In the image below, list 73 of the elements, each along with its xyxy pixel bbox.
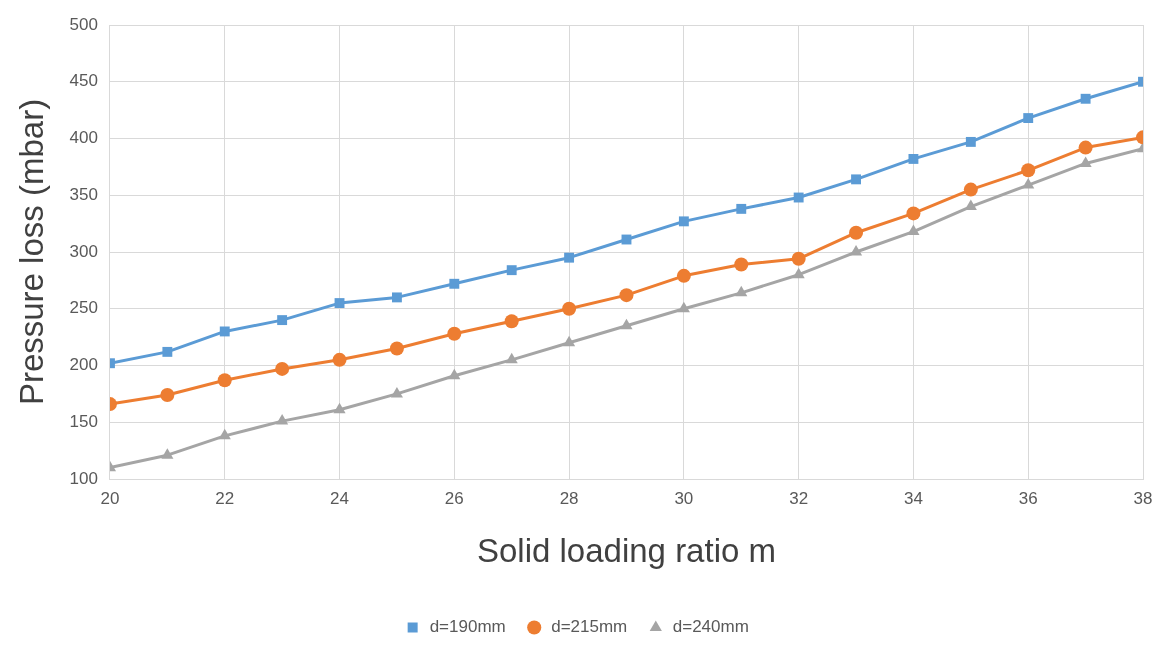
y-tick-label: 150 xyxy=(69,411,98,431)
y-axis-title: Pressure loss (mbar) xyxy=(12,98,50,406)
y-tick-label: 100 xyxy=(69,468,98,488)
point xyxy=(564,252,575,263)
point xyxy=(849,245,863,256)
x-tick-label: 34 xyxy=(903,488,923,508)
point xyxy=(965,136,976,147)
point xyxy=(334,298,345,309)
point xyxy=(217,373,232,388)
point xyxy=(1021,163,1036,178)
x-tick-label: 22 xyxy=(215,488,235,508)
x-tick-label: 32 xyxy=(789,488,809,508)
legend-label: d=215mm xyxy=(551,617,628,637)
y-tick-label: 300 xyxy=(69,241,98,261)
point xyxy=(505,352,518,364)
point xyxy=(449,278,460,289)
point xyxy=(562,301,577,316)
point xyxy=(447,326,462,341)
y-tick-label: 500 xyxy=(69,14,98,34)
point xyxy=(160,388,175,403)
point xyxy=(389,341,404,356)
point xyxy=(906,206,921,221)
point xyxy=(218,428,231,440)
x-tick-label: 26 xyxy=(444,488,464,508)
point xyxy=(619,288,634,303)
point xyxy=(563,335,576,347)
point xyxy=(162,346,173,357)
point xyxy=(908,153,919,164)
point xyxy=(793,192,804,203)
y-tick-label: 450 xyxy=(69,71,98,91)
y-tick-label: 350 xyxy=(69,184,98,204)
point xyxy=(506,265,517,276)
legend-label: d=240mm xyxy=(672,617,749,637)
point xyxy=(734,257,749,272)
point xyxy=(963,182,978,197)
point xyxy=(851,174,861,185)
point xyxy=(275,361,290,376)
x-tick-label: 20 xyxy=(100,488,120,508)
point xyxy=(849,225,864,240)
point xyxy=(504,314,519,329)
point xyxy=(219,326,230,337)
point xyxy=(161,448,174,459)
legend-label: d=190mm xyxy=(429,617,506,637)
point xyxy=(1023,113,1034,124)
x-tick-label: 28 xyxy=(559,488,579,508)
point xyxy=(1079,156,1092,167)
point xyxy=(448,368,461,380)
x-tick-label: 24 xyxy=(330,488,349,508)
x-axis-title: Solid loading ratio m xyxy=(476,532,776,570)
y-tick-label: 400 xyxy=(69,128,98,148)
y-tick-label: 200 xyxy=(69,355,98,375)
point xyxy=(677,301,690,313)
point xyxy=(1022,178,1035,189)
point xyxy=(277,315,288,326)
point xyxy=(391,292,402,303)
point xyxy=(1080,93,1091,104)
point xyxy=(276,414,289,425)
point xyxy=(736,203,747,214)
point xyxy=(907,224,920,236)
point xyxy=(620,318,633,330)
x-tick-label: 36 xyxy=(1018,488,1038,508)
x-tick-label: 38 xyxy=(1133,488,1153,508)
point xyxy=(676,268,691,283)
point xyxy=(333,402,346,414)
point xyxy=(791,251,806,266)
point xyxy=(332,352,347,367)
point xyxy=(792,267,805,279)
y-tick-label: 250 xyxy=(69,298,98,318)
x-tick-label: 30 xyxy=(674,488,694,508)
point xyxy=(678,216,689,227)
point xyxy=(1078,140,1093,155)
point xyxy=(390,386,403,398)
point xyxy=(735,285,748,297)
